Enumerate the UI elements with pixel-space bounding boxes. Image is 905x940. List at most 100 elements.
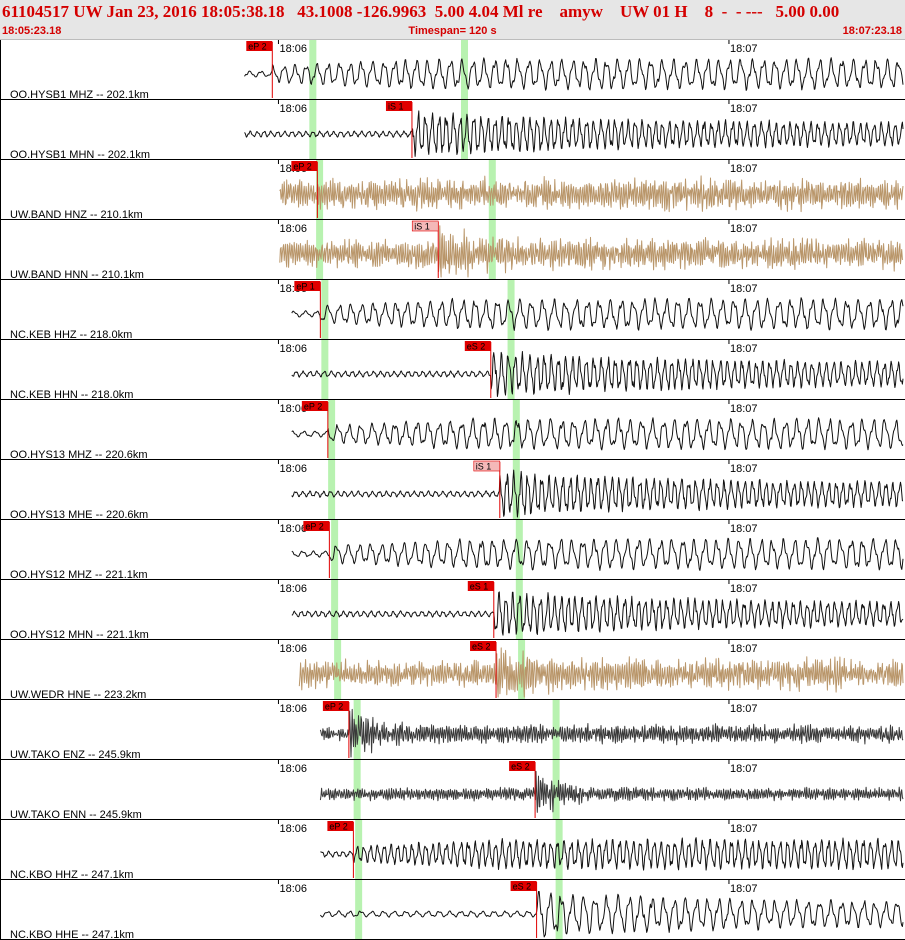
- time-tick-label: 18:06: [279, 823, 307, 835]
- channel-label: UW.TAKO ENN -- 245.9km: [10, 809, 142, 821]
- channel-row[interactable]: 18:06 18:07 eP 2 OO.HYS13 MHZ -- 220.6km: [0, 400, 905, 461]
- phase-pick-label: eP 1: [296, 282, 314, 292]
- waveform-trace: [291, 469, 904, 518]
- time-tick-label: 18:06: [279, 43, 307, 55]
- p-window-band: [334, 640, 342, 700]
- phase-pick-tag[interactable]: [246, 41, 273, 51]
- time-tick-label: 18:07: [730, 163, 758, 175]
- waveform-trace: [244, 57, 904, 91]
- waveform-trace: [319, 891, 904, 938]
- s-window-band: [507, 280, 515, 340]
- channel-label: UW.WEDR HNE -- 223.2km: [10, 689, 146, 701]
- time-tick-label: 18:06: [279, 643, 307, 655]
- s-window-band: [512, 460, 520, 520]
- time-tick-label: 18:07: [730, 583, 758, 595]
- time-tick-label: 18:06: [279, 883, 307, 895]
- waveform-trace: [319, 770, 904, 813]
- p-window-band: [321, 280, 329, 340]
- p-window-band: [309, 40, 317, 100]
- waveform-trace: [291, 591, 904, 636]
- phase-pick-label: eP 2: [248, 42, 266, 52]
- phase-pick-label: eS 2: [472, 642, 491, 652]
- phase-pick-tag[interactable]: [327, 821, 354, 831]
- waveform-trace: [291, 537, 904, 571]
- phase-pick-tag[interactable]: [470, 641, 497, 651]
- time-tick-label: 18:06: [279, 223, 307, 235]
- phase-pick-label: eS 2: [511, 762, 530, 772]
- phase-pick-label: eP 2: [293, 162, 311, 172]
- phase-pick-tag[interactable]: [464, 341, 491, 351]
- channel-label: UW.BAND HNN -- 210.1km: [10, 269, 144, 281]
- p-window-band: [328, 460, 336, 520]
- time-tick-label: 18:07: [730, 883, 758, 895]
- phase-pick-tag[interactable]: [509, 761, 536, 771]
- channel-row[interactable]: 18:06 18:07 eP 2 OO.HYSB1 MHZ -- 202.1km: [0, 40, 905, 101]
- waveform-trace: [279, 175, 904, 213]
- channel-row[interactable]: 18:06 18:07 iS 1 OO.HYS13 MHE -- 220.6km: [0, 460, 905, 521]
- phase-pick-label: iS 1: [388, 102, 404, 112]
- channel-row[interactable]: 18:06 18:07 eS 2 UW.TAKO ENN -- 245.9km: [0, 760, 905, 821]
- time-tick-label: 18:07: [730, 403, 758, 415]
- p-window-band: [321, 340, 329, 400]
- time-tick-label: 18:07: [730, 43, 758, 55]
- time-tick-label: 18:07: [730, 823, 758, 835]
- channel-label: OO.HYSB1 MHN -- 202.1km: [10, 149, 150, 161]
- phase-pick-tag[interactable]: [467, 581, 494, 591]
- time-tick-label: 18:06: [279, 103, 307, 115]
- channel-label: NC.KEB HHZ -- 218.0km: [10, 329, 132, 341]
- channel-row[interactable]: 18:06 18:07 iS 1 UW.BAND HNN -- 210.1km: [0, 220, 905, 281]
- phase-pick-label: eP 2: [304, 402, 322, 412]
- phase-pick-label: iS 1: [414, 222, 430, 232]
- channel-row[interactable]: 18:06 18:07 eP 2 OO.HYS12 MHZ -- 221.1km: [0, 520, 905, 581]
- channel-label: OO.HYS13 MHZ -- 220.6km: [10, 449, 148, 461]
- channel-row[interactable]: 18:06 18:07 eS 2 NC.KEB HHN -- 218.0km: [0, 340, 905, 401]
- phase-pick-label: eS 1: [470, 582, 489, 592]
- p-window-band: [353, 760, 361, 820]
- phase-pick-label: eP 2: [305, 522, 323, 532]
- phase-pick-tag[interactable]: [510, 881, 537, 891]
- p-window-band: [353, 700, 361, 760]
- channel-row[interactable]: 18:06 18:07 eS 2 NC.KBO HHE -- 247.1km: [0, 880, 905, 940]
- waveform-trace: [279, 225, 904, 278]
- s-window-band: [515, 580, 523, 640]
- channel-label: UW.BAND HNZ -- 210.1km: [10, 209, 143, 221]
- phase-pick-tag[interactable]: [294, 281, 321, 291]
- p-window-band: [331, 580, 339, 640]
- channel-row[interactable]: 18:06 18:07 iS 1 OO.HYSB1 MHN -- 202.1km: [0, 100, 905, 161]
- channel-label: OO.HYS12 MHZ -- 221.1km: [10, 569, 148, 581]
- phase-pick-tag[interactable]: [303, 521, 330, 531]
- time-tick-label: 18:07: [730, 463, 758, 475]
- channel-row[interactable]: 18:06 18:07 eP 2 NC.KBO HHZ -- 247.1km: [0, 820, 905, 881]
- s-window-band: [512, 400, 520, 460]
- p-window-band: [309, 100, 317, 160]
- channel-label: OO.HYS13 MHE -- 220.6km: [10, 509, 148, 521]
- time-tick-label: 18:07: [730, 763, 758, 775]
- channel-label: NC.KBO HHE -- 247.1km: [10, 929, 134, 940]
- phase-pick-label: iS 1: [476, 462, 492, 472]
- channel-label: NC.KBO HHZ -- 247.1km: [10, 869, 133, 881]
- event-title: 61104517 UW Jan 23, 2016 18:05:38.18 43.…: [2, 2, 840, 21]
- time-tick-label: 18:06: [279, 403, 307, 415]
- channel-row[interactable]: 18:06 18:07 eP 2 UW.TAKO ENZ -- 245.9km: [0, 700, 905, 761]
- phase-pick-tag[interactable]: [385, 101, 412, 111]
- phase-pick-tag[interactable]: [301, 401, 328, 411]
- channel-label: UW.TAKO ENZ -- 245.9km: [10, 749, 141, 761]
- waveform-trace: [291, 351, 904, 397]
- time-tick-label: 18:07: [730, 103, 758, 115]
- channel-row[interactable]: 18:06 18:07 eS 2 UW.WEDR HNE -- 223.2km: [0, 640, 905, 701]
- p-window-band: [328, 400, 336, 460]
- s-window-band: [515, 520, 523, 580]
- waveform-trace: [320, 837, 904, 871]
- start-time: 18:05:23.18: [2, 25, 62, 37]
- phase-pick-tag[interactable]: [291, 161, 318, 171]
- phase-pick-tag[interactable]: [322, 701, 349, 711]
- time-tick-label: 18:07: [730, 523, 758, 535]
- phase-pick-tag[interactable]: [473, 460, 501, 472]
- phase-pick-tag[interactable]: [411, 220, 439, 232]
- channel-row[interactable]: 18:06 18:07 eS 1 OO.HYS12 MHN -- 221.1km: [0, 580, 905, 641]
- timespan-label: Timespan= 120 s: [408, 25, 497, 37]
- s-window-band: [461, 100, 469, 160]
